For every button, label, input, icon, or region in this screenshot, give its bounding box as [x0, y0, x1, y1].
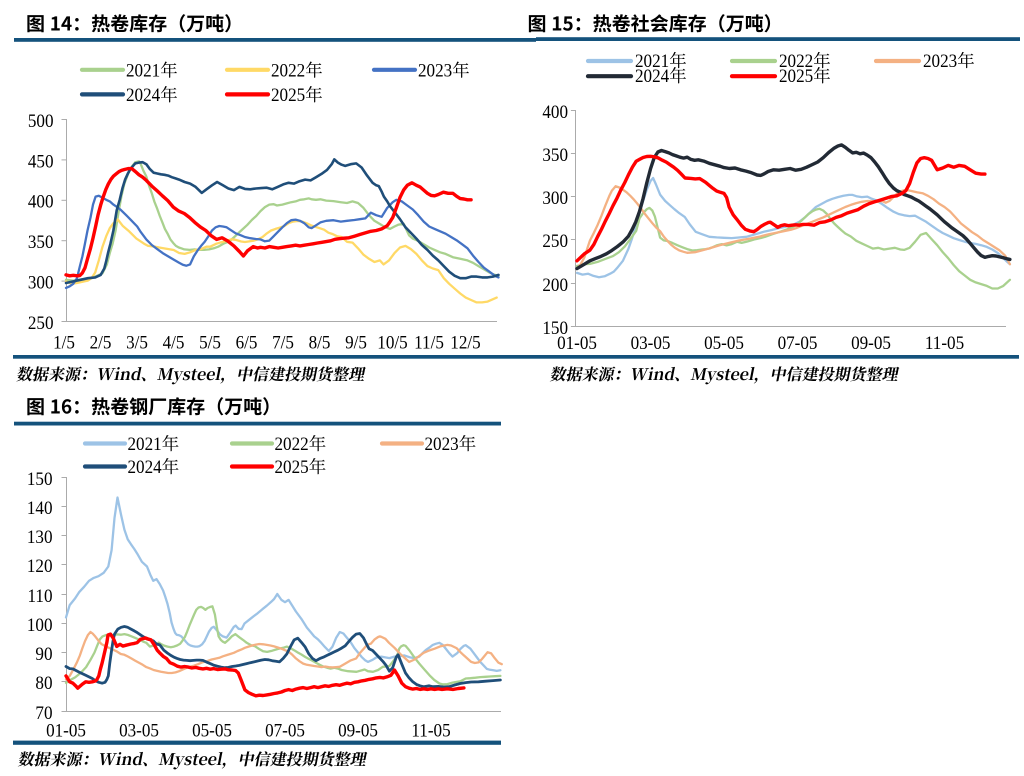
svg-text:2022: 2022 [271, 60, 305, 81]
svg-text:07-05: 07-05 [778, 332, 818, 353]
svg-text:120: 120 [27, 555, 53, 576]
svg-text:5/5: 5/5 [199, 332, 221, 353]
svg-text:80: 80 [35, 672, 52, 693]
svg-text:03-05: 03-05 [119, 720, 159, 741]
svg-text:4/5: 4/5 [163, 332, 185, 353]
svg-text:2023: 2023 [425, 433, 459, 454]
svg-text:8/5: 8/5 [309, 332, 331, 353]
svg-text:400: 400 [28, 191, 54, 212]
svg-text:7/5: 7/5 [272, 332, 294, 353]
svg-text:05-05: 05-05 [704, 332, 744, 353]
svg-text:2022: 2022 [275, 433, 309, 454]
svg-text:2025: 2025 [779, 65, 813, 86]
svg-text:1/5: 1/5 [53, 332, 75, 353]
svg-text:500: 500 [28, 110, 54, 131]
svg-text:90: 90 [35, 643, 52, 664]
svg-text:350: 350 [542, 144, 568, 165]
svg-text:2021: 2021 [126, 60, 160, 81]
svg-text:01-05: 01-05 [557, 332, 597, 353]
svg-text:10/5: 10/5 [377, 332, 407, 353]
svg-text:11-05: 11-05 [925, 332, 964, 353]
svg-text:3/5: 3/5 [126, 332, 148, 353]
svg-text:140: 140 [27, 497, 53, 518]
svg-text:300: 300 [542, 187, 568, 208]
svg-text:2025: 2025 [275, 456, 309, 477]
svg-text:350: 350 [28, 231, 54, 252]
svg-text:6/5: 6/5 [236, 332, 258, 353]
svg-text:01-05: 01-05 [46, 720, 86, 741]
svg-text:150: 150 [542, 317, 568, 338]
svg-text:450: 450 [28, 150, 54, 171]
svg-text:150: 150 [27, 468, 53, 489]
svg-text:250: 250 [542, 230, 568, 251]
svg-text:09-05: 09-05 [851, 332, 891, 353]
svg-text:2021: 2021 [128, 433, 162, 454]
svg-text:110: 110 [27, 585, 52, 606]
svg-text:2024: 2024 [635, 65, 669, 86]
svg-text:2/5: 2/5 [90, 332, 112, 353]
svg-text:250: 250 [28, 312, 54, 333]
svg-text:11-05: 11-05 [411, 720, 450, 741]
svg-text:03-05: 03-05 [631, 332, 671, 353]
svg-text:2024: 2024 [126, 84, 160, 105]
svg-text:300: 300 [28, 272, 54, 293]
svg-text:100: 100 [27, 614, 53, 635]
svg-text:2024: 2024 [128, 456, 162, 477]
svg-text:2023: 2023 [923, 50, 957, 71]
svg-text:09-05: 09-05 [338, 720, 378, 741]
svg-text:130: 130 [27, 526, 53, 547]
svg-text:2025: 2025 [271, 84, 305, 105]
svg-text:9/5: 9/5 [345, 332, 367, 353]
svg-text:2023: 2023 [418, 60, 452, 81]
svg-text:12/5: 12/5 [450, 332, 480, 353]
svg-text:70: 70 [35, 702, 52, 723]
svg-text:05-05: 05-05 [192, 720, 232, 741]
svg-text:400: 400 [542, 101, 568, 122]
svg-text:2022: 2022 [779, 50, 813, 71]
svg-text:11/5: 11/5 [414, 332, 444, 353]
svg-text:2021: 2021 [635, 50, 669, 71]
svg-text:07-05: 07-05 [265, 720, 305, 741]
svg-text:200: 200 [542, 274, 568, 295]
